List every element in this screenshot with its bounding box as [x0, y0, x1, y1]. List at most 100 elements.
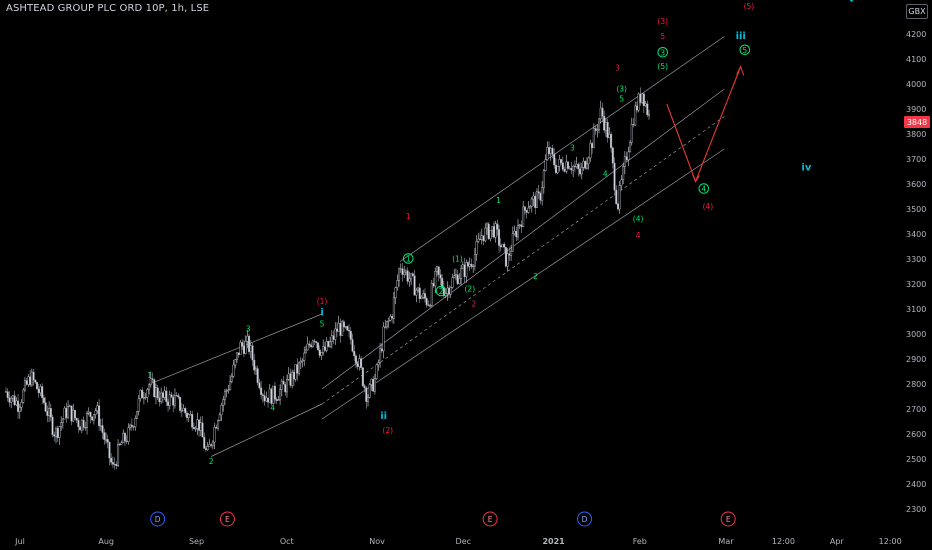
- candle-body: [579, 168, 582, 175]
- candle-body: [210, 444, 213, 446]
- candle-body: [265, 397, 268, 402]
- candle-body: [229, 381, 232, 390]
- candle-body: [391, 315, 394, 319]
- candle-body: [604, 122, 607, 131]
- candle-body: [218, 414, 221, 421]
- candle-body: [41, 386, 44, 398]
- candle-body: [422, 293, 425, 298]
- candle-body: [134, 418, 137, 428]
- candle-body: [560, 159, 563, 164]
- last-price-label: 3848: [907, 118, 927, 127]
- candle-body: [20, 402, 23, 408]
- wave-label: 4: [270, 403, 275, 412]
- candle-body: [115, 464, 118, 467]
- candle-body: [82, 419, 85, 428]
- earnings-marker[interactable]: [482, 511, 498, 527]
- earnings-marker[interactable]: [219, 511, 235, 527]
- candle-body: [496, 223, 499, 230]
- candle-body: [101, 425, 104, 433]
- wave-label: 2: [439, 287, 444, 296]
- candle-body: [446, 287, 449, 294]
- currency-badge[interactable]: GBX: [906, 4, 928, 19]
- candle-body: [349, 331, 352, 340]
- candle-body: [227, 389, 230, 391]
- candle-body: [437, 266, 440, 275]
- candle-body: [303, 352, 306, 361]
- candle-body: [42, 397, 45, 403]
- channel-line: [211, 403, 323, 457]
- channel-line: [399, 36, 725, 262]
- candle-body: [67, 406, 70, 418]
- candle-body: [517, 225, 520, 238]
- candle-body: [573, 165, 576, 168]
- candle-body: [215, 426, 218, 429]
- candle-body: [248, 335, 251, 352]
- candle-body: [594, 128, 597, 131]
- candle-body: [70, 405, 73, 422]
- earnings-marker[interactable]: [720, 511, 736, 527]
- y-tick-label: 2400: [906, 480, 926, 489]
- candle-body: [22, 389, 25, 403]
- candle-body: [68, 405, 71, 407]
- y-axis[interactable]: 2300 2400 2500 2600 2700 2800 2900 3000 3100 3200…: [903, 0, 932, 550]
- wave-label: 1: [406, 212, 411, 221]
- channel-midline: [321, 116, 725, 405]
- candle-body: [572, 165, 575, 171]
- candle-body: [306, 343, 309, 351]
- candle-body: [194, 428, 197, 430]
- candle-body: [415, 289, 418, 296]
- x-axis[interactable]: Jul Aug Sep Oct Nov Dec 2021 Feb Mar 12:00 Apr 12:0…: [14, 537, 902, 546]
- dividend-marker[interactable]: [577, 511, 593, 527]
- candle-body: [608, 133, 611, 138]
- candle-body: [141, 389, 144, 399]
- candle-body: [17, 400, 20, 412]
- candle-body: [198, 419, 201, 431]
- candle-body: [30, 371, 33, 386]
- candle-body: [575, 163, 578, 167]
- x-tick-label: Nov: [369, 537, 385, 546]
- candle-body: [522, 206, 525, 227]
- candle-body: [237, 352, 240, 355]
- x-tick-label: Jul: [14, 537, 25, 546]
- candle-body: [317, 342, 320, 351]
- wave-label: 5: [742, 46, 747, 55]
- y-tick-label: 3800: [906, 130, 926, 139]
- wave-label: (2): [382, 426, 393, 435]
- y-tick-label: 2500: [906, 455, 926, 464]
- dividend-marker[interactable]: [150, 511, 166, 527]
- wave-label: (4): [633, 215, 644, 224]
- candle-body: [8, 397, 11, 403]
- candle-body: [25, 380, 28, 385]
- candle-body: [203, 436, 206, 449]
- candle-body: [27, 376, 30, 385]
- candle-body: [151, 378, 154, 380]
- wave-label-circle: [402, 253, 414, 264]
- candle-body: [635, 105, 638, 111]
- candle-body: [456, 274, 459, 284]
- candle-body: [358, 358, 361, 367]
- candle-body: [373, 378, 376, 392]
- candle-body: [260, 387, 263, 395]
- candle-body: [342, 321, 345, 328]
- candle-body: [404, 270, 407, 273]
- candle-body: [420, 297, 423, 300]
- candle-body: [642, 93, 645, 106]
- candle-body: [313, 340, 316, 342]
- y-axis-background: [903, 0, 932, 550]
- candle-body: [339, 322, 342, 336]
- candle-body: [644, 103, 647, 106]
- candle-body: [60, 422, 63, 427]
- y-tick-label: 3600: [906, 180, 926, 189]
- candle-body: [485, 223, 488, 229]
- candle-body: [410, 273, 413, 280]
- candle-body: [184, 408, 187, 414]
- wave-label: 5: [320, 320, 325, 329]
- candle-body: [163, 390, 166, 398]
- candle-body: [616, 203, 619, 210]
- candle-body: [565, 161, 568, 172]
- candle-body: [285, 379, 288, 393]
- candle-body: [299, 361, 302, 364]
